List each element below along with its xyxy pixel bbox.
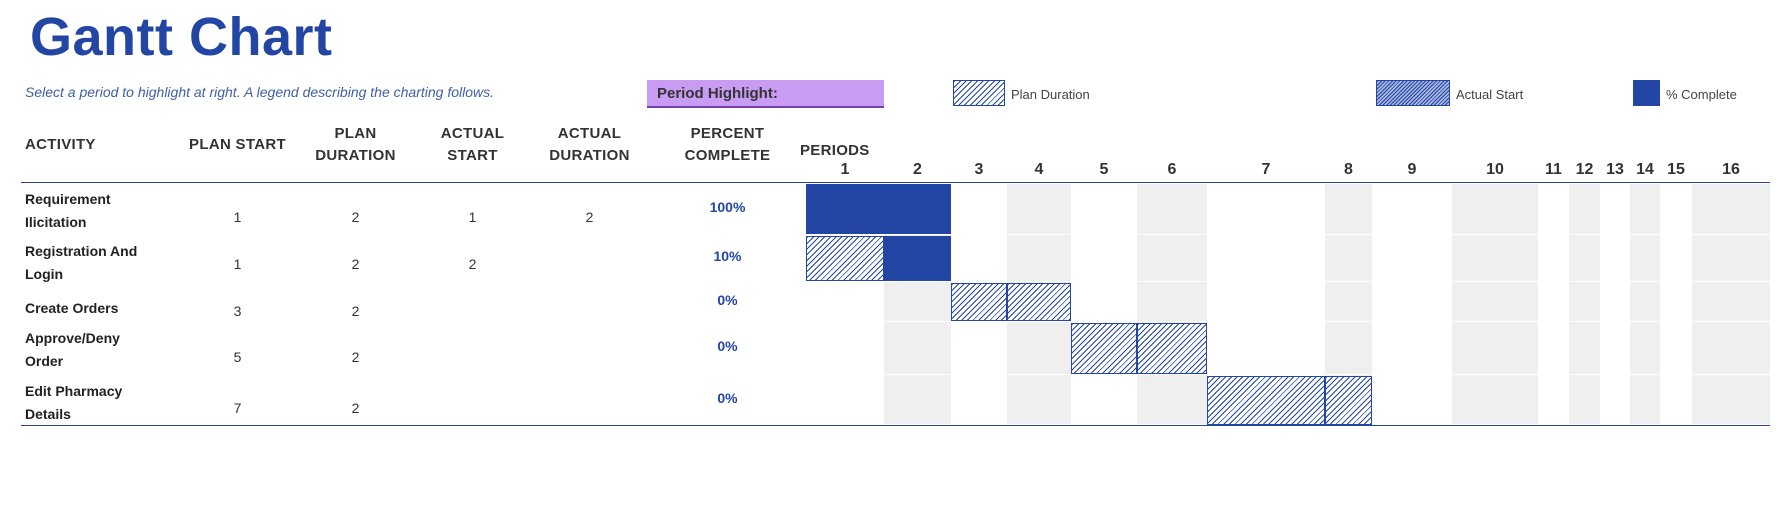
- period-number-6[interactable]: 6: [1167, 161, 1177, 178]
- row-separator: [806, 234, 1770, 235]
- percent-complete-cell[interactable]: 0%: [717, 338, 738, 354]
- plan-duration-bar: [1071, 323, 1137, 374]
- plan-duration-cell[interactable]: 2: [351, 400, 360, 416]
- header-plan-duration-1: PLAN: [334, 125, 377, 142]
- plan-start-cell[interactable]: 7: [233, 400, 242, 416]
- activity-name[interactable]: Registration And Login: [25, 240, 137, 286]
- legend-plan-duration: Plan Duration: [1011, 87, 1090, 102]
- percent-complete-cell[interactable]: 100%: [709, 198, 746, 215]
- header-percent-2: COMPLETE: [684, 147, 771, 164]
- header-plan-duration-2: DURATION: [315, 147, 396, 164]
- period-number-11[interactable]: 11: [1545, 161, 1562, 178]
- period-number-15[interactable]: 15: [1667, 161, 1685, 178]
- plan-duration-bar: [1137, 323, 1207, 374]
- row-separator: [806, 374, 1770, 375]
- header-periods: PERIODS: [800, 142, 870, 159]
- plan-duration-swatch: [953, 80, 1005, 106]
- period-number-10[interactable]: 10: [1486, 161, 1504, 178]
- page-title: Gantt Chart: [30, 7, 333, 67]
- plan-duration-cell[interactable]: 2: [351, 303, 360, 319]
- period-column-shade-6: [1137, 184, 1207, 424]
- plan-start-cell[interactable]: 3: [233, 303, 242, 319]
- subtitle: Select a period to highlight at right. A…: [25, 84, 495, 100]
- period-number-3[interactable]: 3: [974, 161, 984, 178]
- activity-name-line1: Registration And: [25, 243, 138, 259]
- percent-complete-swatch: [1633, 80, 1660, 106]
- header-actual-duration-1: ACTUAL: [557, 125, 622, 142]
- period-number-7[interactable]: 7: [1261, 161, 1271, 178]
- plan-start-cell[interactable]: 1: [233, 256, 242, 272]
- legend-percent-complete: % Complete: [1666, 87, 1737, 102]
- plan-duration-cell[interactable]: 2: [351, 209, 360, 225]
- plan-duration-bar: [951, 283, 1007, 321]
- header-actual-start-1: ACTUAL: [440, 125, 505, 142]
- period-number-16[interactable]: 16: [1722, 161, 1740, 178]
- activity-name[interactable]: Approve/Deny Order: [25, 327, 120, 373]
- period-number-12[interactable]: 12: [1575, 161, 1594, 178]
- period-highlight-field[interactable]: Period Highlight:: [647, 80, 884, 108]
- percent-complete-bar: [884, 236, 951, 281]
- percent-complete-cell[interactable]: 0%: [717, 291, 738, 308]
- period-number-1[interactable]: 1: [840, 161, 850, 178]
- period-column-shade-14: [1630, 184, 1660, 424]
- header-plan-start: PLAN START: [189, 136, 286, 153]
- period-column-shade-12: [1569, 184, 1600, 424]
- header-actual-start-2: START: [447, 147, 498, 164]
- header-percent-1: PERCENT: [690, 125, 765, 142]
- activity-name-line1: Create Orders: [25, 300, 119, 316]
- period-number-14[interactable]: 14: [1636, 161, 1654, 178]
- activity-name[interactable]: Create Orders: [25, 297, 118, 320]
- activity-name-line2: Details: [25, 406, 71, 422]
- header-actual-duration-2: DURATION: [549, 147, 630, 164]
- period-highlight-label: Period Highlight:: [657, 85, 778, 102]
- plan-duration-bar: [1325, 376, 1372, 425]
- period-number-2[interactable]: 2: [913, 161, 922, 178]
- footer-rule: [21, 425, 1770, 426]
- plan-start-cell[interactable]: 5: [233, 349, 242, 365]
- plan-duration-cell[interactable]: 2: [351, 256, 360, 272]
- activity-name-line1: Requirement: [25, 191, 111, 207]
- activity-name-line2: Login: [25, 266, 64, 282]
- activity-name-line2: Ilicitation: [25, 214, 87, 230]
- header-rule: [21, 182, 1770, 183]
- percent-complete-bar: [806, 184, 951, 234]
- plan-duration-bar: [1207, 376, 1325, 425]
- percent-complete-cell[interactable]: 0%: [717, 390, 738, 406]
- period-column-shade-16: [1692, 184, 1770, 424]
- actual-start-cell[interactable]: 1: [468, 209, 477, 225]
- plan-duration-bar: [1007, 283, 1071, 321]
- row-separator: [806, 281, 1770, 282]
- activity-name[interactable]: Requirement Ilicitation: [25, 188, 111, 234]
- period-number-13[interactable]: 13: [1606, 161, 1624, 178]
- activity-name[interactable]: Edit Pharmacy Details: [25, 380, 122, 426]
- header-activity: ACTIVITY: [25, 136, 96, 153]
- period-number-8[interactable]: 8: [1344, 161, 1353, 178]
- percent-complete-cell[interactable]: 10%: [713, 248, 742, 264]
- period-number-9[interactable]: 9: [1407, 161, 1417, 178]
- activity-name-line2: Order: [25, 353, 64, 369]
- legend-actual-start: Actual Start: [1456, 87, 1524, 102]
- period-number-4[interactable]: 4: [1034, 161, 1044, 178]
- activity-name-line1: Edit Pharmacy: [25, 383, 123, 399]
- period-number-5[interactable]: 5: [1099, 161, 1109, 178]
- actual-start-swatch: [1376, 80, 1450, 106]
- row-separator: [806, 321, 1770, 322]
- actual-duration-cell[interactable]: 2: [585, 209, 594, 225]
- plan-duration-cell[interactable]: 2: [351, 349, 360, 365]
- period-column-shade-10: [1452, 184, 1538, 424]
- activity-name-line1: Approve/Deny: [25, 330, 120, 346]
- plan-start-cell[interactable]: 1: [233, 209, 242, 225]
- plan-duration-bar: [806, 236, 884, 281]
- actual-start-cell[interactable]: 2: [468, 256, 477, 272]
